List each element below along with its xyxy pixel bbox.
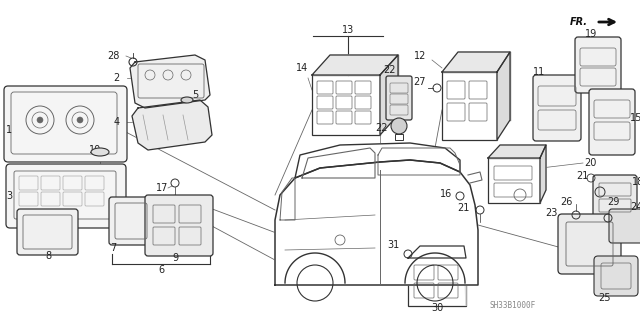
Polygon shape — [540, 145, 546, 203]
FancyBboxPatch shape — [533, 75, 581, 141]
Text: 11: 11 — [533, 67, 545, 77]
FancyBboxPatch shape — [109, 197, 153, 245]
Text: 22: 22 — [376, 123, 388, 133]
Text: 5: 5 — [192, 90, 198, 100]
Text: 22: 22 — [384, 65, 396, 75]
Text: 19: 19 — [585, 29, 597, 39]
Text: 2: 2 — [114, 73, 120, 83]
Text: FR.: FR. — [570, 17, 588, 27]
Text: 15: 15 — [630, 113, 640, 123]
FancyBboxPatch shape — [575, 37, 621, 93]
Text: 17: 17 — [156, 183, 168, 193]
Polygon shape — [132, 100, 212, 150]
Text: 3: 3 — [6, 191, 12, 201]
FancyBboxPatch shape — [609, 209, 640, 243]
Circle shape — [391, 118, 407, 134]
Text: 12: 12 — [413, 51, 426, 61]
Text: 30: 30 — [431, 303, 443, 313]
Text: 14: 14 — [296, 63, 308, 73]
Text: 28: 28 — [108, 51, 120, 61]
FancyBboxPatch shape — [593, 175, 637, 219]
Ellipse shape — [91, 148, 109, 156]
Text: 27: 27 — [413, 77, 426, 87]
FancyBboxPatch shape — [17, 209, 78, 255]
Polygon shape — [312, 55, 398, 75]
Text: 16: 16 — [440, 189, 452, 199]
Polygon shape — [275, 160, 478, 285]
Text: 31: 31 — [387, 240, 399, 250]
FancyBboxPatch shape — [145, 195, 213, 256]
Circle shape — [77, 117, 83, 123]
FancyBboxPatch shape — [386, 76, 412, 120]
Text: 1: 1 — [6, 125, 12, 135]
Polygon shape — [408, 246, 466, 258]
Polygon shape — [295, 143, 460, 178]
Polygon shape — [497, 52, 510, 140]
Text: 26: 26 — [560, 197, 572, 207]
Circle shape — [37, 117, 43, 123]
Text: 24: 24 — [630, 202, 640, 212]
Text: 4: 4 — [114, 117, 120, 127]
Text: SH33B1000F: SH33B1000F — [490, 301, 536, 310]
Text: 29: 29 — [607, 197, 619, 207]
Text: 21: 21 — [576, 171, 588, 181]
Text: 10: 10 — [89, 145, 101, 155]
Text: 18: 18 — [632, 177, 640, 187]
Polygon shape — [130, 55, 210, 108]
FancyBboxPatch shape — [594, 256, 638, 296]
Text: 7: 7 — [110, 243, 116, 253]
FancyBboxPatch shape — [558, 214, 621, 274]
Text: 20: 20 — [584, 158, 596, 168]
Text: 13: 13 — [342, 25, 354, 35]
FancyBboxPatch shape — [6, 164, 126, 228]
Polygon shape — [464, 246, 466, 306]
Ellipse shape — [181, 97, 193, 103]
Text: 9: 9 — [172, 253, 178, 263]
FancyBboxPatch shape — [4, 86, 127, 162]
Text: 8: 8 — [45, 251, 51, 261]
Text: 6: 6 — [158, 265, 164, 275]
Polygon shape — [442, 52, 510, 72]
Text: 23: 23 — [546, 208, 558, 218]
Text: 21: 21 — [458, 203, 470, 213]
Text: 21: 21 — [612, 183, 624, 193]
Text: 25: 25 — [598, 293, 611, 303]
Polygon shape — [380, 55, 398, 135]
FancyBboxPatch shape — [589, 89, 635, 155]
Polygon shape — [488, 145, 546, 158]
